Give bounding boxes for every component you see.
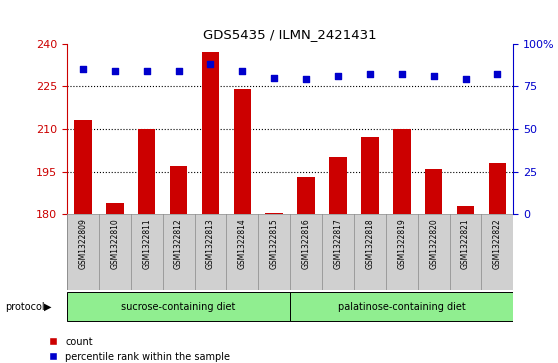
Point: [142, 68, 151, 74]
Text: GSM1322817: GSM1322817: [334, 218, 343, 269]
Bar: [106, 203, 123, 214]
Text: GSM1322816: GSM1322816: [302, 218, 311, 269]
Bar: [290, 292, 513, 322]
Text: GSM1322809: GSM1322809: [79, 218, 88, 269]
Bar: [361, 137, 379, 214]
Point: [302, 77, 311, 82]
Point: [174, 68, 183, 74]
Point: [461, 77, 470, 82]
Bar: [329, 157, 347, 214]
Text: GSM1322813: GSM1322813: [206, 218, 215, 269]
Bar: [67, 292, 290, 322]
Point: [429, 73, 438, 79]
Bar: [457, 205, 474, 214]
Bar: [201, 52, 219, 214]
Text: GSM1322821: GSM1322821: [461, 218, 470, 269]
Point: [493, 72, 502, 77]
Text: GSM1322815: GSM1322815: [270, 218, 278, 269]
Legend: count, percentile rank within the sample: count, percentile rank within the sample: [50, 337, 230, 362]
Text: GSM1322822: GSM1322822: [493, 218, 502, 269]
Text: ▶: ▶: [44, 302, 51, 312]
Text: GSM1322814: GSM1322814: [238, 218, 247, 269]
Bar: [489, 163, 506, 214]
Point: [79, 66, 88, 72]
Text: GSM1322819: GSM1322819: [397, 218, 406, 269]
Bar: [297, 177, 315, 214]
Bar: [234, 89, 251, 214]
Text: GSM1322820: GSM1322820: [429, 218, 438, 269]
Point: [110, 68, 119, 74]
Text: GSM1322811: GSM1322811: [142, 218, 151, 269]
Point: [365, 72, 374, 77]
Point: [238, 68, 247, 74]
Bar: [170, 166, 187, 214]
Text: GSM1322818: GSM1322818: [365, 218, 374, 269]
Text: GSM1322810: GSM1322810: [110, 218, 119, 269]
Point: [206, 61, 215, 67]
Bar: [74, 120, 92, 214]
Text: palatinose-containing diet: palatinose-containing diet: [338, 302, 465, 312]
Bar: [425, 169, 442, 214]
Point: [270, 75, 278, 81]
Title: GDS5435 / ILMN_2421431: GDS5435 / ILMN_2421431: [203, 28, 377, 41]
Bar: [393, 129, 411, 214]
Text: protocol: protocol: [6, 302, 45, 312]
Bar: [138, 129, 156, 214]
Text: sucrose-containing diet: sucrose-containing diet: [122, 302, 235, 312]
Bar: [266, 213, 283, 214]
Text: GSM1322812: GSM1322812: [174, 218, 183, 269]
Point: [334, 73, 343, 79]
Point: [397, 72, 406, 77]
